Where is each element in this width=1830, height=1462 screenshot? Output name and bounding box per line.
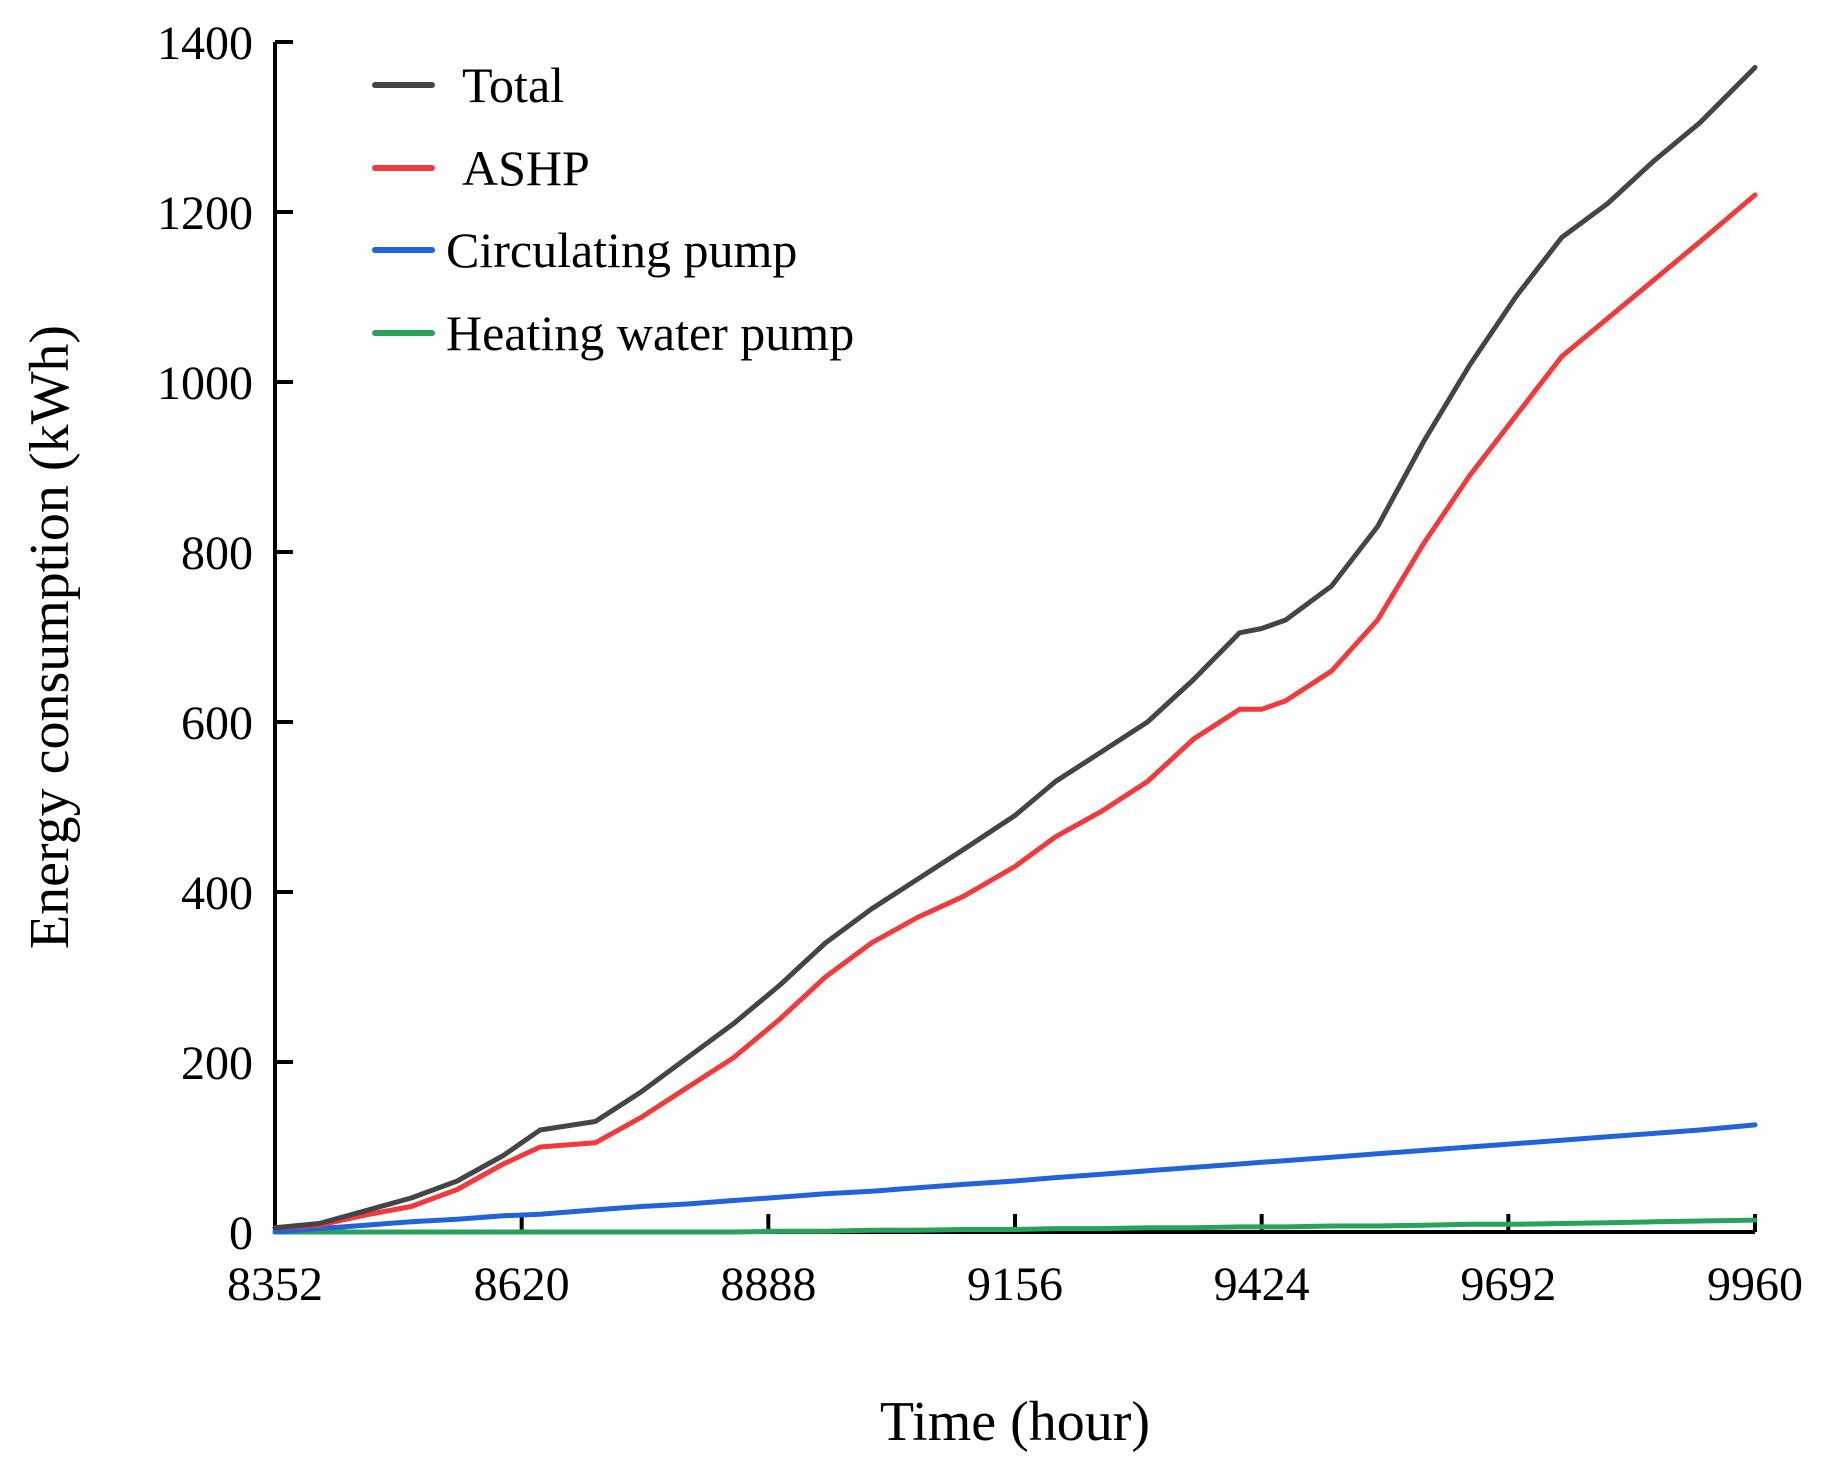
x-tick-label: 9424 — [1214, 1258, 1310, 1311]
x-axis-title: Time (hour) — [880, 1391, 1150, 1453]
y-tick-label: 0 — [229, 1207, 253, 1260]
x-tick-label: 9960 — [1707, 1258, 1803, 1311]
axes: 0 200 400 600 800 1000 1200 1400 8352 8620 8888 915… — [157, 17, 1803, 1311]
legend-label-ashp: ASHP — [462, 140, 590, 196]
legend-label-circulating-pump: Circulating pump — [446, 222, 797, 278]
y-axis-title: Energy consumption (kWh) — [19, 325, 81, 949]
y-tick-label: 1000 — [157, 357, 253, 410]
legend-label-heating-water-pump: Heating water pump — [446, 305, 854, 361]
legend: Total ASHP Circulating pump Heating water p… — [372, 57, 854, 361]
series-line-total — [272, 65, 1758, 1231]
series-line-circulating-pump — [272, 1122, 1758, 1235]
y-tick-label: 1400 — [157, 17, 253, 70]
y-tick-label: 800 — [181, 527, 253, 580]
y-tick-label: 600 — [181, 697, 253, 750]
x-tick-label: 9156 — [967, 1258, 1063, 1311]
x-tick-label: 8352 — [227, 1258, 323, 1311]
legend-label-total: Total — [462, 57, 564, 113]
x-tick-label: 9692 — [1460, 1258, 1556, 1311]
series-line-heating-water-pump — [272, 1217, 1758, 1235]
series-line-ashp — [272, 192, 1758, 1231]
y-tick-label: 200 — [181, 1037, 253, 1090]
y-tick-label: 1200 — [157, 187, 253, 240]
x-tick-label: 8888 — [720, 1258, 816, 1311]
y-tick-label: 400 — [181, 867, 253, 920]
x-tick-label: 8620 — [474, 1258, 570, 1311]
series-group — [272, 65, 1758, 1235]
